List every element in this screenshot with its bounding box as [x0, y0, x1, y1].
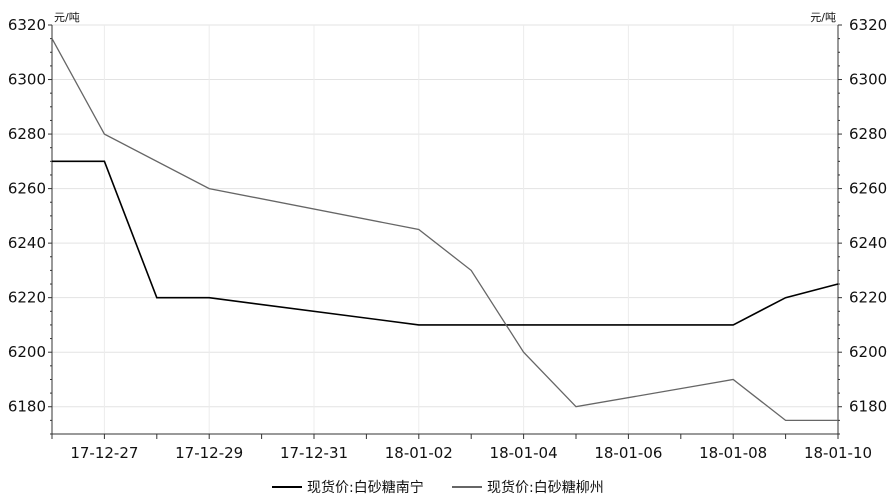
x-tick-label: 18-01-04: [490, 444, 558, 462]
y-left-tick-label: 6200: [8, 343, 46, 361]
y-left-tick-label: 6300: [8, 71, 46, 89]
legend: 现货价:白砂糖南宁 现货价:白砂糖柳州: [272, 479, 604, 496]
y-left-tick-label: 6240: [8, 234, 46, 252]
series-lines: [51, 38, 839, 422]
series-line-2: [51, 38, 838, 422]
x-tick-label: 18-01-02: [385, 444, 453, 462]
y-left-tick-label: 6260: [8, 180, 46, 198]
y-right-tick-label: 6320: [849, 16, 887, 34]
series-line-1: [52, 160, 839, 326]
x-tick-label: 18-01-08: [699, 444, 767, 462]
y-right-tick-label: 6200: [849, 343, 887, 361]
y-right-tick-labels: 6320 6300 6280 6260 6240 6220 6200 6180: [849, 16, 887, 416]
y-right-tick-label: 6240: [849, 234, 887, 252]
x-tick-labels: 17-12-27 17-12-29 17-12-31 18-01-02 18-01-04…: [70, 444, 872, 462]
left-unit-label: 元/吨: [54, 11, 80, 24]
y-left-tick-label: 6220: [8, 289, 46, 307]
y-right-tick-label: 6220: [849, 289, 887, 307]
x-tick-label: 17-12-31: [280, 444, 348, 462]
axes: [51, 25, 839, 435]
y-left-tick-label: 6320: [8, 16, 46, 34]
right-unit-label: 元/吨: [810, 11, 836, 24]
axis-ticks: [48, 24, 842, 439]
x-tick-label: 18-01-10: [804, 444, 872, 462]
x-tick-label: 17-12-29: [175, 444, 243, 462]
y-right-tick-label: 6180: [849, 398, 887, 416]
y-right-tick-label: 6280: [849, 125, 887, 143]
x-tick-label: 18-01-06: [594, 444, 662, 462]
y-left-tick-labels: 6320 6300 6280 6260 6240 6220 6200 6180: [8, 16, 46, 416]
y-left-tick-label: 6180: [8, 398, 46, 416]
legend-label-2: 现货价:白砂糖柳州: [487, 479, 604, 496]
y-right-tick-label: 6260: [849, 180, 887, 198]
legend-label-1: 现货价:白砂糖南宁: [307, 479, 424, 496]
grid-lines: [52, 24, 839, 434]
x-tick-label: 17-12-27: [70, 444, 138, 462]
y-left-tick-label: 6280: [8, 125, 46, 143]
y-right-tick-label: 6300: [849, 71, 887, 89]
